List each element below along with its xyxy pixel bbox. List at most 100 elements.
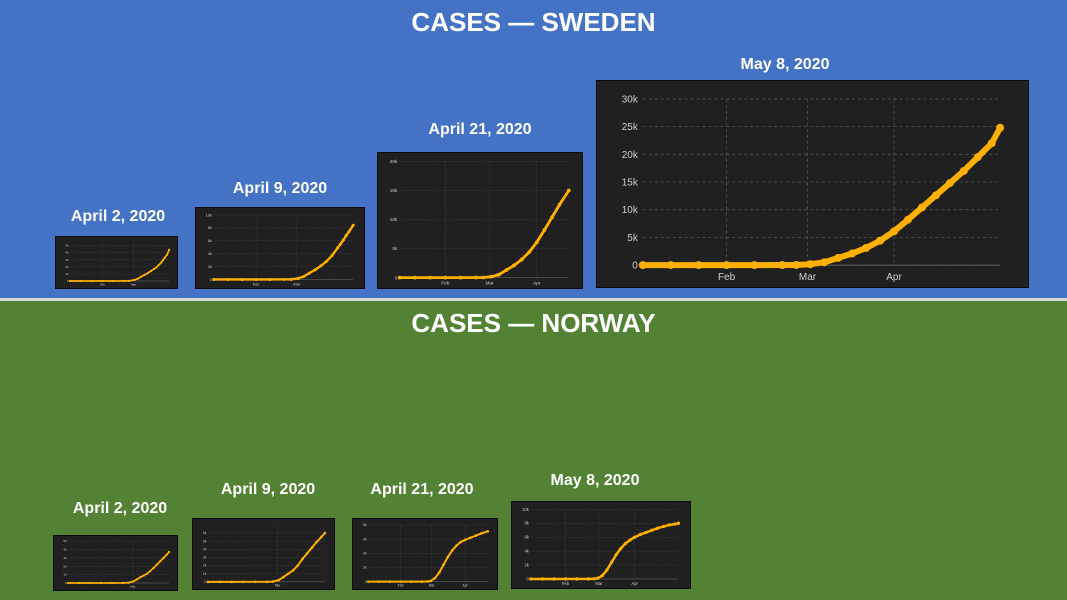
data-point bbox=[605, 568, 609, 572]
y-tick-label: 6k bbox=[525, 535, 530, 540]
chart-label-norway-apr9: April 9, 2020 bbox=[220, 481, 316, 498]
data-point bbox=[319, 264, 323, 268]
data-point bbox=[90, 279, 93, 283]
data-point bbox=[149, 569, 152, 572]
y-tick-label: 1k bbox=[63, 573, 67, 577]
data-point bbox=[307, 271, 312, 275]
y-tick-label: 5k bbox=[63, 539, 67, 543]
data-point bbox=[296, 564, 300, 567]
data-point bbox=[542, 228, 547, 232]
data-point bbox=[563, 577, 568, 581]
y-tick-label: 2k bbox=[363, 566, 367, 570]
chart-panel-sweden-may8: 0 5k 10k 15k 20k 25k 30k Feb Mar Apr bbox=[596, 80, 1029, 288]
data-point bbox=[433, 576, 437, 580]
data-point bbox=[413, 275, 417, 280]
data-point bbox=[792, 261, 801, 269]
data-point bbox=[409, 580, 413, 584]
data-point bbox=[566, 188, 571, 193]
chart-panel-sweden-apr9: 0 2k 4k 6k 8k 10k Feb Mar bbox=[195, 207, 365, 289]
data-point bbox=[638, 532, 643, 537]
data-point bbox=[463, 538, 467, 542]
data-point bbox=[305, 552, 309, 555]
data-point bbox=[600, 573, 605, 578]
series-line bbox=[212, 224, 355, 281]
data-point bbox=[240, 277, 244, 282]
data-point bbox=[218, 580, 222, 584]
data-point bbox=[667, 523, 671, 527]
data-point bbox=[862, 243, 871, 252]
data-point bbox=[656, 526, 660, 530]
data-point bbox=[486, 530, 490, 533]
data-point bbox=[446, 555, 450, 559]
data-point bbox=[282, 575, 285, 579]
data-point bbox=[140, 275, 143, 278]
chart-panel-sweden-apr21: 0 5k 10k 15k 20k Feb Mar Apr bbox=[377, 152, 583, 289]
data-point bbox=[99, 581, 103, 585]
data-point bbox=[479, 532, 483, 535]
data-point bbox=[286, 572, 290, 575]
data-point bbox=[673, 522, 677, 526]
data-point bbox=[628, 538, 632, 542]
data-point bbox=[633, 535, 637, 539]
data-point bbox=[122, 279, 126, 283]
data-point bbox=[945, 179, 954, 188]
data-point bbox=[128, 279, 131, 282]
data-point bbox=[149, 269, 152, 273]
data-point bbox=[79, 279, 82, 283]
data-point bbox=[987, 139, 996, 148]
data-point bbox=[162, 556, 165, 560]
data-point bbox=[152, 267, 156, 271]
data-point bbox=[338, 242, 343, 246]
x-tick-label: Feb bbox=[718, 272, 736, 283]
chart-svg: 0 1k 2k 3k 4k 5k Feb Mar bbox=[65, 242, 171, 287]
y-tick-label: 25k bbox=[622, 122, 638, 133]
data-point bbox=[519, 257, 524, 262]
chart-label-norway-apr2: April 2, 2020 bbox=[72, 500, 168, 517]
data-point bbox=[377, 580, 381, 584]
data-point bbox=[722, 261, 731, 270]
y-tick-label: 4k bbox=[525, 549, 530, 554]
data-point bbox=[443, 275, 448, 280]
data-point bbox=[540, 577, 545, 581]
series-line bbox=[367, 530, 489, 583]
data-point bbox=[534, 240, 539, 245]
data-point bbox=[614, 552, 618, 557]
x-tick-label: Apr bbox=[533, 281, 541, 286]
data-point bbox=[152, 566, 155, 570]
x-tick-label: Mar bbox=[486, 281, 495, 286]
y-tick-label: 4k bbox=[363, 551, 367, 555]
chart-svg: 0 2k 4k 6k 8k 10k Feb Mar Apr bbox=[522, 507, 681, 586]
data-point bbox=[226, 277, 230, 282]
data-point bbox=[145, 572, 149, 575]
chart-label-sweden-apr2: April 2, 2020 bbox=[70, 208, 166, 225]
data-point bbox=[996, 123, 1005, 132]
data-point bbox=[336, 246, 340, 250]
data-point bbox=[638, 261, 647, 270]
data-point bbox=[296, 276, 300, 280]
y-tick-label: 8k bbox=[363, 523, 367, 527]
y-tick-label: 4k bbox=[208, 251, 212, 256]
data-point bbox=[155, 266, 158, 269]
data-point bbox=[619, 546, 623, 550]
data-point bbox=[155, 563, 159, 566]
data-point bbox=[167, 550, 171, 554]
data-point bbox=[127, 581, 130, 584]
data-point bbox=[420, 580, 424, 583]
data-point bbox=[931, 191, 940, 200]
data-point bbox=[496, 272, 501, 277]
y-tick-label: 3k bbox=[203, 556, 207, 560]
series-line bbox=[398, 189, 571, 280]
data-point bbox=[623, 541, 628, 546]
y-tick-label: 3k bbox=[63, 556, 67, 560]
data-point bbox=[101, 279, 104, 283]
data-point bbox=[159, 560, 162, 563]
y-tick-label: 5k bbox=[65, 244, 69, 248]
x-tick-label: Feb bbox=[441, 281, 449, 286]
data-point bbox=[133, 278, 136, 281]
data-point bbox=[289, 277, 293, 281]
x-tick-label: Apr bbox=[886, 272, 902, 283]
data-point bbox=[313, 268, 317, 272]
y-tick-label: 4k bbox=[65, 251, 69, 255]
data-point bbox=[806, 260, 815, 269]
data-point bbox=[344, 234, 348, 238]
